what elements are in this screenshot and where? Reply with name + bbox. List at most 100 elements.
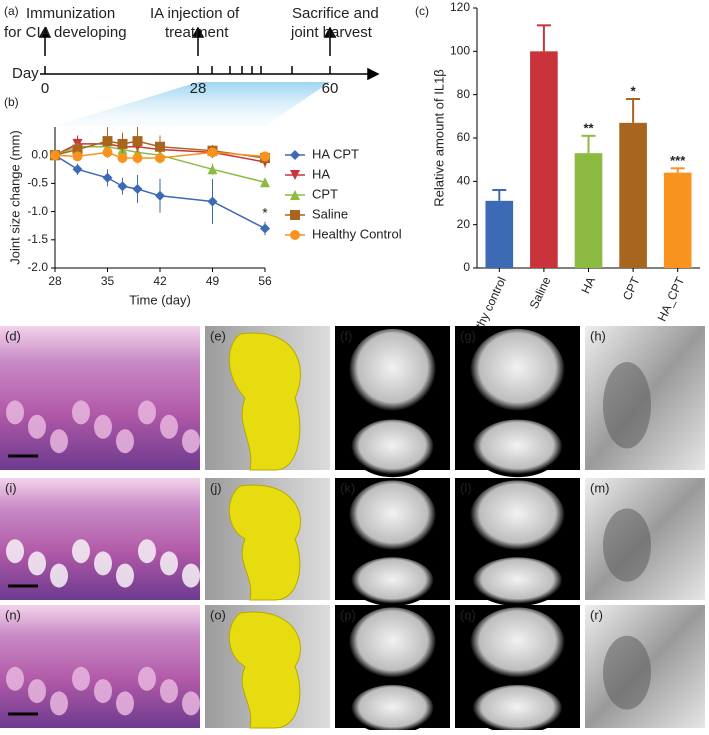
marker (72, 151, 83, 162)
marrow-space (6, 666, 24, 691)
marrow-space (138, 666, 156, 691)
marrow-space (28, 414, 46, 439)
marrow-space (160, 551, 178, 576)
marrow-space (160, 414, 178, 439)
marrow-space (28, 679, 46, 704)
marker (290, 190, 300, 200)
x-tick-label: Saline (527, 274, 554, 310)
panel-label: (k) (340, 480, 355, 495)
zoom-wedge (55, 82, 330, 126)
arrow-head (38, 26, 52, 38)
marrow-space (72, 539, 90, 564)
x-tick-label: 56 (258, 274, 272, 288)
ct-bone (351, 419, 434, 478)
histology-image (0, 326, 200, 470)
image-panel: (h) (585, 326, 705, 470)
event-label: for CIA developing (4, 24, 127, 41)
marrow-space (182, 429, 200, 454)
legend-label: Saline (312, 206, 348, 221)
bar (530, 51, 558, 269)
panel-label: (h) (590, 328, 606, 343)
timeline (38, 26, 380, 81)
y-axis-label: Joint size change (mm) (7, 130, 22, 264)
image-panel: (l) (455, 478, 580, 607)
marker (132, 136, 143, 147)
marker (290, 210, 300, 220)
y-tick-label: -1.5 (27, 232, 48, 246)
marker (207, 147, 218, 158)
y-tick-label: 80 (457, 87, 471, 101)
ct-bone (472, 419, 563, 478)
marrow-space (160, 679, 178, 704)
marrow-space (72, 666, 90, 691)
significance-label: ** (583, 120, 594, 135)
panel-label: (l) (460, 480, 472, 495)
histology-image (0, 478, 200, 600)
xray-joint (603, 362, 651, 449)
image-panel: (f) (335, 326, 450, 478)
ct-bone (472, 557, 563, 607)
marker (290, 150, 300, 160)
bar (619, 122, 647, 268)
panel-label: (q) (460, 607, 476, 622)
image-panel: (o) (205, 605, 330, 729)
y-tick-label: 0 (463, 260, 470, 274)
marrow-space (116, 429, 134, 454)
marker (207, 164, 218, 175)
image-panel: (j) (205, 478, 330, 601)
event-label: Immunization (26, 5, 115, 22)
tick-label: 28 (190, 80, 207, 97)
event-label: joint harvest (290, 24, 373, 41)
ct-bone (348, 607, 437, 682)
x-tick-label: HA (578, 275, 598, 296)
marker (155, 190, 165, 201)
image-panel: (n) (0, 605, 200, 728)
ct-bone (470, 607, 565, 682)
xray-joint (603, 635, 651, 710)
y-tick-label: 60 (457, 130, 471, 144)
marker (155, 153, 165, 164)
marrow-space (116, 563, 134, 588)
marker (50, 150, 60, 161)
significance-label: *** (670, 153, 686, 168)
panel-label: (i) (5, 480, 17, 495)
y-tick-label: -2.0 (27, 260, 48, 274)
y-tick-label: -0.5 (27, 176, 48, 190)
event-label: treatment (165, 24, 229, 41)
marker (102, 136, 113, 147)
bar (574, 153, 603, 268)
series-line (54, 154, 266, 230)
image-panel: (i) (0, 478, 200, 600)
marker (260, 151, 270, 162)
ct-bone (470, 480, 565, 554)
image-panel: (m) (585, 478, 705, 600)
ct-bone (470, 328, 565, 416)
marrow-space (94, 414, 112, 439)
marker (117, 138, 128, 149)
marrow-space (28, 551, 46, 576)
marker (117, 153, 128, 164)
marker (72, 164, 83, 175)
x-tick-label: 28 (48, 274, 62, 288)
event-label: IA injection of (150, 5, 240, 22)
marker (102, 147, 113, 158)
legend-label: HA CPT (312, 146, 359, 161)
marker (132, 153, 143, 164)
tick-label: 60 (322, 80, 339, 97)
bone-render (228, 484, 301, 601)
histology-image (0, 605, 200, 728)
y-tick-label: 120 (450, 0, 470, 14)
image-panel: (k) (335, 478, 450, 607)
x-tick-label: 42 (153, 274, 167, 288)
marrow-space (6, 400, 24, 425)
panel-label: (f) (340, 328, 352, 343)
panel-label: (p) (340, 607, 356, 622)
series-line (54, 143, 266, 163)
bar (663, 172, 692, 268)
marrow-space (50, 691, 68, 716)
ct-bone (351, 557, 434, 607)
marrow-space (116, 691, 134, 716)
ct-bone (351, 684, 434, 735)
bone-render (228, 332, 301, 471)
